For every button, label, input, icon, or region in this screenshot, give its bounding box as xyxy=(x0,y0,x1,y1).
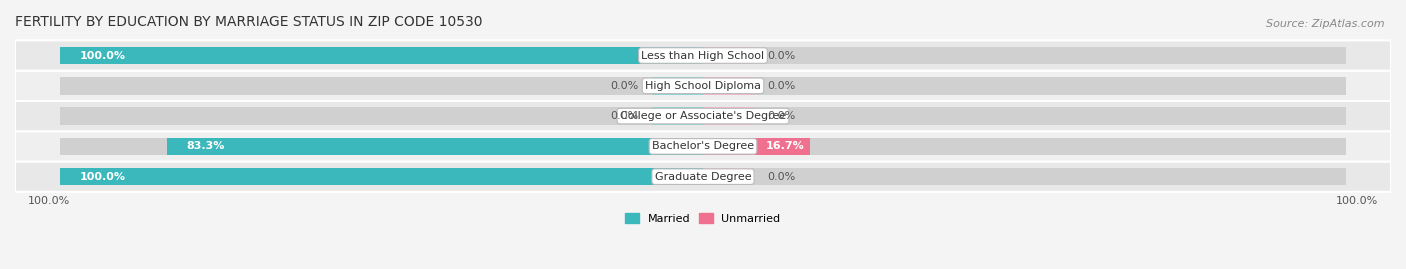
Text: Bachelor's Degree: Bachelor's Degree xyxy=(652,141,754,151)
Bar xyxy=(703,137,810,155)
FancyBboxPatch shape xyxy=(15,40,1391,71)
Legend: Married, Unmarried: Married, Unmarried xyxy=(621,209,785,228)
Text: 100.0%: 100.0% xyxy=(1336,196,1378,207)
Text: Less than High School: Less than High School xyxy=(641,51,765,61)
Text: 0.0%: 0.0% xyxy=(768,172,796,182)
FancyBboxPatch shape xyxy=(15,71,1391,101)
FancyBboxPatch shape xyxy=(15,131,1391,161)
FancyBboxPatch shape xyxy=(15,101,1391,131)
Bar xyxy=(60,107,703,125)
Text: 100.0%: 100.0% xyxy=(79,172,125,182)
Text: 83.3%: 83.3% xyxy=(187,141,225,151)
Bar xyxy=(703,168,1346,185)
Bar xyxy=(60,168,703,185)
Bar xyxy=(703,168,755,185)
Bar xyxy=(703,77,1346,95)
Text: 0.0%: 0.0% xyxy=(768,111,796,121)
Bar xyxy=(60,168,703,185)
Bar xyxy=(703,77,755,95)
Text: 100.0%: 100.0% xyxy=(28,196,70,207)
Text: 100.0%: 100.0% xyxy=(79,51,125,61)
Bar xyxy=(703,137,1346,155)
FancyBboxPatch shape xyxy=(15,161,1391,192)
Bar xyxy=(703,107,1346,125)
Bar xyxy=(60,47,703,64)
Text: 16.7%: 16.7% xyxy=(765,141,804,151)
Text: FERTILITY BY EDUCATION BY MARRIAGE STATUS IN ZIP CODE 10530: FERTILITY BY EDUCATION BY MARRIAGE STATU… xyxy=(15,15,482,29)
Bar xyxy=(60,77,703,95)
Bar xyxy=(167,137,703,155)
Text: 0.0%: 0.0% xyxy=(610,81,638,91)
Bar xyxy=(651,107,703,125)
Bar xyxy=(60,47,703,64)
Text: 0.0%: 0.0% xyxy=(768,81,796,91)
Text: 0.0%: 0.0% xyxy=(768,51,796,61)
Text: Graduate Degree: Graduate Degree xyxy=(655,172,751,182)
Bar xyxy=(651,77,703,95)
Text: 0.0%: 0.0% xyxy=(610,111,638,121)
Text: Source: ZipAtlas.com: Source: ZipAtlas.com xyxy=(1267,19,1385,29)
Bar xyxy=(703,107,755,125)
Bar xyxy=(703,47,755,64)
Bar xyxy=(60,137,703,155)
Bar xyxy=(703,47,1346,64)
Text: College or Associate's Degree: College or Associate's Degree xyxy=(620,111,786,121)
Text: High School Diploma: High School Diploma xyxy=(645,81,761,91)
